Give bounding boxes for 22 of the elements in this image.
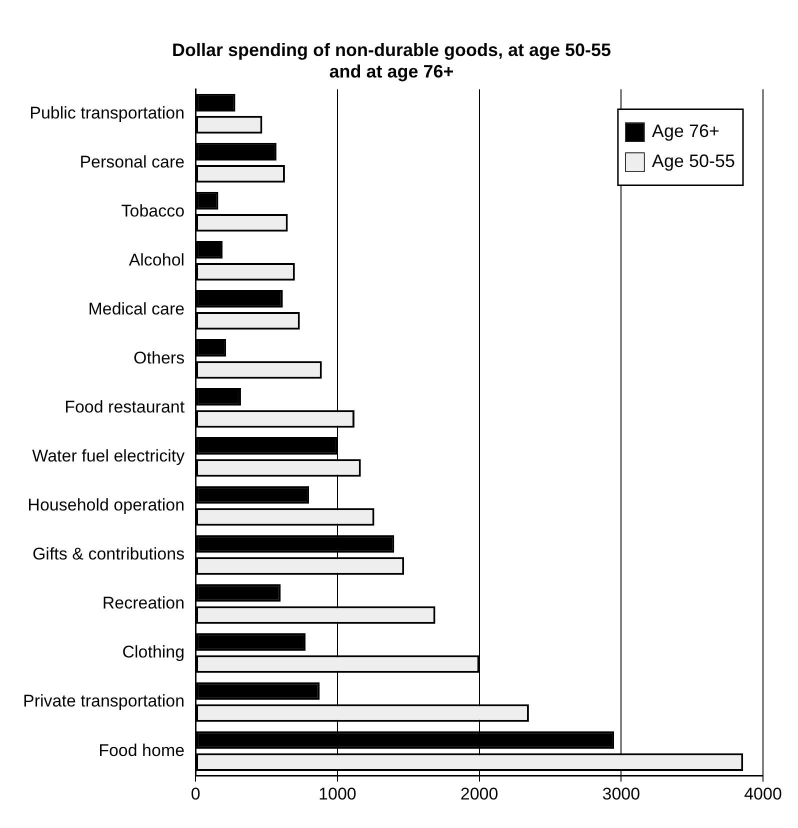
y-tick-label: Public transportation bbox=[30, 103, 185, 122]
y-tick-label: Alcohol bbox=[128, 250, 185, 270]
chart-title: Dollar spending of non-durable goods, at age 50-55 and at age 76+ bbox=[172, 40, 612, 82]
y-tick-label: Personal care bbox=[80, 152, 185, 172]
y-tick-label: Others bbox=[134, 348, 185, 368]
y-tick-label: Medical care bbox=[88, 300, 185, 319]
x-tick-label: 4000 bbox=[744, 784, 782, 804]
y-tick-label: Food home bbox=[98, 740, 185, 760]
y-tick-label: Tobacco bbox=[121, 201, 185, 220]
legend-label: Age 76+ bbox=[652, 121, 720, 142]
y-tick-label: Water fuel electricity bbox=[32, 446, 186, 466]
y-tick-label: Clothing bbox=[122, 642, 185, 662]
y-tick-label: Gifts & contributions bbox=[32, 544, 185, 564]
y-tick-label: Household operation bbox=[28, 496, 185, 515]
y-tick-label: Recreation bbox=[102, 594, 185, 613]
x-tick-label: 2000 bbox=[460, 784, 498, 804]
y-tick-label: Food restaurant bbox=[64, 398, 185, 417]
x-tick-label: 1000 bbox=[318, 784, 356, 804]
x-tick-label: 0 bbox=[190, 784, 200, 804]
y-tick-label: Private transportation bbox=[22, 692, 185, 711]
x-tick-label: 3000 bbox=[602, 784, 640, 804]
legend-label: Age 50-55 bbox=[652, 151, 736, 172]
